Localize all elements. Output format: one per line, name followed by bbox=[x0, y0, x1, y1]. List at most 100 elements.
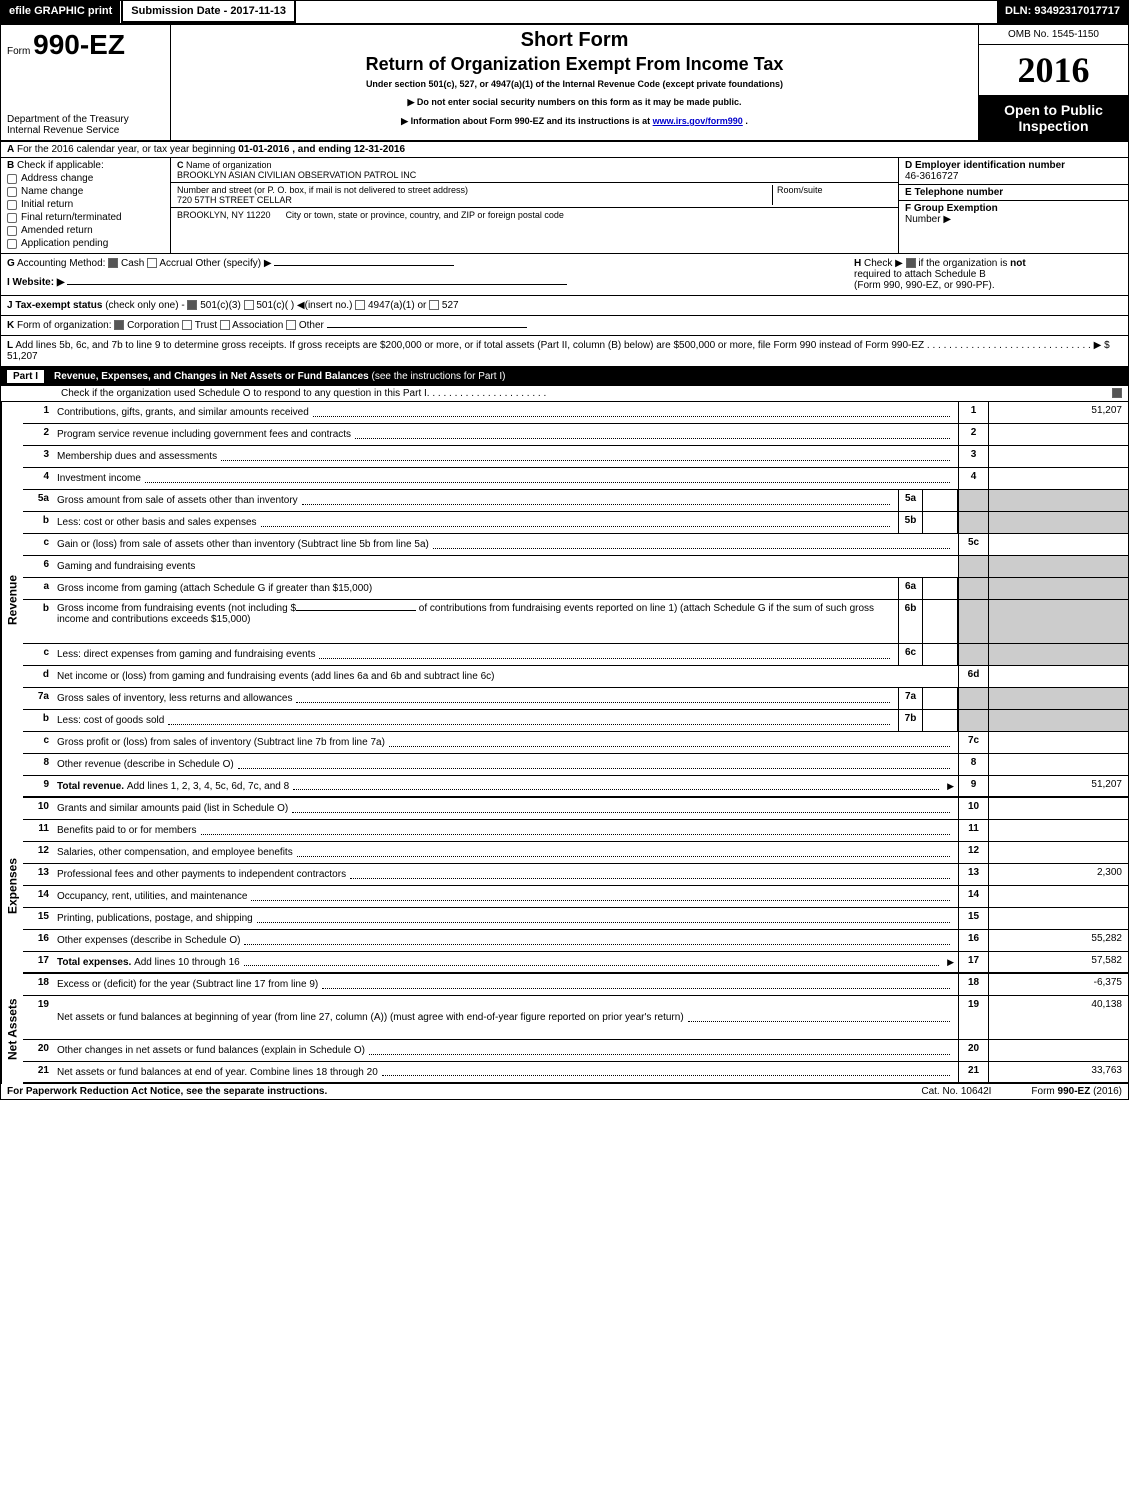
c-addr-label: Number and street (or P. O. box, if mail… bbox=[177, 185, 468, 195]
dln-label: DLN: 93492317017717 bbox=[997, 1, 1128, 23]
open-public-badge: Open to Public Inspection bbox=[979, 96, 1128, 140]
checkbox-initial-return[interactable] bbox=[7, 200, 17, 210]
checkbox-501c[interactable] bbox=[244, 300, 254, 310]
checkbox-accrual[interactable] bbox=[147, 258, 157, 268]
g-accrual: Accrual bbox=[159, 258, 192, 269]
checkbox-other-org[interactable] bbox=[286, 320, 296, 330]
checkbox-corp[interactable] bbox=[114, 320, 124, 330]
line-13: 13Professional fees and other payments t… bbox=[23, 864, 1128, 886]
line-9: 9Total revenue. Add lines 1, 2, 3, 4, 5c… bbox=[23, 776, 1128, 798]
j-note: (check only one) - bbox=[105, 300, 184, 311]
j-label: J Tax-exempt status bbox=[7, 300, 102, 311]
checkbox-assoc[interactable] bbox=[220, 320, 230, 330]
section-h: H Check ▶ if the organization is not req… bbox=[848, 254, 1128, 295]
line-15: 15Printing, publications, postage, and s… bbox=[23, 908, 1128, 930]
c-addr-block: Number and street (or P. O. box, if mail… bbox=[171, 183, 898, 208]
return-title: Return of Organization Exempt From Incom… bbox=[179, 54, 970, 75]
part1-title: Revenue, Expenses, and Changes in Net As… bbox=[54, 371, 369, 382]
l21-val: 33,763 bbox=[988, 1062, 1128, 1082]
j-o1: 501(c)(3) bbox=[200, 300, 241, 311]
b-check-if: Check if applicable: bbox=[17, 160, 104, 171]
line-7a: 7aGross sales of inventory, less returns… bbox=[23, 688, 1128, 710]
k-o3: Association bbox=[232, 320, 283, 331]
e-phone: E Telephone number bbox=[899, 185, 1128, 201]
section-l: L Add lines 5b, 6c, and 7b to line 9 to … bbox=[1, 336, 1128, 367]
header-mid: Short Form Return of Organization Exempt… bbox=[171, 25, 978, 140]
l13-desc: Professional fees and other payments to … bbox=[57, 869, 346, 880]
line-1: 1Contributions, gifts, grants, and simil… bbox=[23, 402, 1128, 424]
l5c-desc: Gain or (loss) from sale of assets other… bbox=[57, 539, 429, 550]
l3-desc: Membership dues and assessments bbox=[57, 451, 217, 462]
l6c-desc: Less: direct expenses from gaming and fu… bbox=[57, 649, 315, 660]
h-label: H bbox=[854, 258, 861, 269]
l9-val: 51,207 bbox=[988, 776, 1128, 796]
ein-value: 46-3616727 bbox=[905, 171, 958, 182]
checkbox-527[interactable] bbox=[429, 300, 439, 310]
l1-val: 51,207 bbox=[988, 402, 1128, 423]
g-other-input[interactable] bbox=[274, 265, 454, 266]
l6b-pre: Gross income from fundraising events (no… bbox=[57, 603, 296, 614]
checkbox-501c3[interactable] bbox=[187, 300, 197, 310]
d-label: D Employer identification number bbox=[905, 160, 1065, 171]
checkbox-h[interactable] bbox=[906, 258, 916, 268]
header-left: Form 990-EZ Department of the Treasury I… bbox=[1, 25, 171, 140]
h-text1: Check ▶ bbox=[864, 258, 903, 269]
h-text3: required to attach Schedule B bbox=[854, 269, 986, 280]
l20-val bbox=[988, 1040, 1128, 1061]
line-2: 2Program service revenue including gover… bbox=[23, 424, 1128, 446]
org-city: BROOKLYN, NY 11220 bbox=[177, 210, 271, 220]
section-gh: G Accounting Method: Cash Accrual Other … bbox=[1, 254, 1128, 296]
checkbox-application-pending[interactable] bbox=[7, 239, 17, 249]
line-8: 8Other revenue (describe in Schedule O) … bbox=[23, 754, 1128, 776]
footer-left: For Paperwork Reduction Act Notice, see … bbox=[7, 1086, 921, 1097]
l-text: Add lines 5b, 6c, and 7b to line 9 to de… bbox=[15, 340, 924, 351]
k-other-input[interactable] bbox=[327, 327, 527, 328]
checkbox-trust[interactable] bbox=[182, 320, 192, 330]
efile-print-button[interactable]: efile GRAPHIC print bbox=[1, 1, 121, 23]
irs-link[interactable]: www.irs.gov/form990 bbox=[653, 116, 743, 126]
k-o4: Other bbox=[299, 320, 324, 331]
l13-val: 2,300 bbox=[988, 864, 1128, 885]
checkbox-final-return[interactable] bbox=[7, 213, 17, 223]
form-prefix: Form bbox=[7, 46, 30, 57]
checkbox-cash[interactable] bbox=[108, 258, 118, 268]
footer-r-pre: Form bbox=[1031, 1086, 1057, 1097]
a-text1: For the 2016 calendar year, or tax year … bbox=[17, 144, 238, 155]
l11-desc: Benefits paid to or for members bbox=[57, 825, 197, 836]
f-label2: Number ▶ bbox=[905, 214, 951, 225]
l6b-sub: 6b bbox=[899, 600, 923, 643]
checkbox-name-change[interactable] bbox=[7, 187, 17, 197]
line-12: 12Salaries, other compensation, and empl… bbox=[23, 842, 1128, 864]
l4-val bbox=[988, 468, 1128, 489]
l7b-desc: Less: cost of goods sold bbox=[57, 715, 164, 726]
part1-label: Part I bbox=[7, 370, 44, 383]
i-label: I Website: ▶ bbox=[7, 277, 65, 288]
checkbox-schedule-o[interactable] bbox=[1112, 388, 1122, 398]
l10-val bbox=[988, 798, 1128, 819]
website-input[interactable] bbox=[67, 284, 567, 285]
line-20: 20Other changes in net assets or fund ba… bbox=[23, 1040, 1128, 1062]
l6a-desc: Gross income from gaming (attach Schedul… bbox=[57, 583, 372, 594]
checkbox-4947[interactable] bbox=[355, 300, 365, 310]
l7b-sub: 7b bbox=[899, 710, 923, 731]
dept-treasury: Department of the Treasury bbox=[7, 114, 164, 125]
org-name: BROOKLYN ASIAN CIVILIAN OBSERVATION PATR… bbox=[177, 170, 416, 180]
short-form-title: Short Form bbox=[179, 29, 970, 52]
l7c-val bbox=[988, 732, 1128, 753]
line-10: 10Grants and similar amounts paid (list … bbox=[23, 798, 1128, 820]
spacer bbox=[296, 1, 997, 23]
l6b-input[interactable] bbox=[296, 610, 416, 611]
section-a: A For the 2016 calendar year, or tax yea… bbox=[1, 142, 1128, 158]
l9-desc2: Add lines 1, 2, 3, 4, 5c, 6d, 7c, and 8 bbox=[127, 781, 289, 792]
checkbox-address-change[interactable] bbox=[7, 174, 17, 184]
part1-note: Check if the organization used Schedule … bbox=[1, 386, 1128, 402]
l12-val bbox=[988, 842, 1128, 863]
k-o2: Trust bbox=[195, 320, 217, 331]
line-21: 21Net assets or fund balances at end of … bbox=[23, 1062, 1128, 1084]
l15-desc: Printing, publications, postage, and shi… bbox=[57, 913, 253, 924]
l18-val: -6,375 bbox=[988, 974, 1128, 995]
checkbox-amended-return[interactable] bbox=[7, 226, 17, 236]
k-label: K bbox=[7, 320, 14, 331]
k-text: Form of organization: bbox=[17, 320, 112, 331]
l3-val bbox=[988, 446, 1128, 467]
